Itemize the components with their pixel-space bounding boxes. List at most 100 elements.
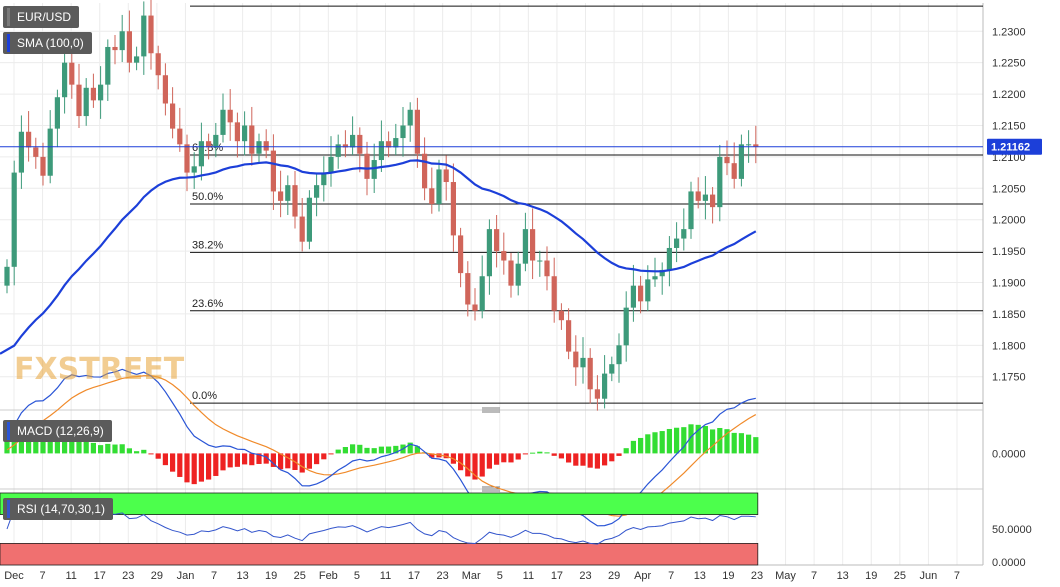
candle-bearish xyxy=(558,310,564,321)
x-tick-label: Jun xyxy=(920,570,938,582)
x-tick-label: 7 xyxy=(954,570,960,582)
candle-bearish xyxy=(753,144,759,147)
macd-histogram-bar xyxy=(234,453,240,467)
x-tick-label: 29 xyxy=(151,570,163,582)
macd-histogram-bar xyxy=(90,442,96,454)
x-tick-label: Jan xyxy=(177,570,195,582)
candle-bearish xyxy=(472,304,478,311)
macd-histogram-bar xyxy=(630,440,636,454)
y-tick-label: 1.2100 xyxy=(992,152,1026,164)
macd-histogram-bar xyxy=(54,431,60,454)
candle-bearish xyxy=(112,46,118,51)
x-tick-label: Mar xyxy=(462,570,481,582)
candle-bearish xyxy=(465,273,471,305)
macd-histogram-bar xyxy=(40,433,46,454)
candle-bearish xyxy=(249,125,255,154)
macd-histogram-bar xyxy=(155,453,161,459)
x-tick-label: 19 xyxy=(265,570,277,582)
symbol-tag[interactable]: EUR/USD xyxy=(3,6,80,28)
macd-histogram-bar xyxy=(191,453,197,485)
candle-bearish xyxy=(184,144,190,173)
candle-bearish xyxy=(126,31,132,63)
macd-histogram-bar xyxy=(566,453,572,463)
candle-bullish xyxy=(436,169,442,204)
candle-bullish xyxy=(652,276,658,280)
candle-bearish xyxy=(33,147,39,157)
macd-zero-label: 0.0000 xyxy=(992,448,1026,460)
candle-bullish xyxy=(11,172,17,267)
x-tick-label: 13 xyxy=(694,570,706,582)
candle-bearish xyxy=(551,276,557,311)
macd-panel xyxy=(0,415,983,487)
rsi-oversold-zone xyxy=(0,543,759,566)
macd-histogram-bar xyxy=(494,453,500,465)
candle-bearish xyxy=(177,128,183,145)
macd-histogram-bar xyxy=(522,453,528,455)
candle-bearish xyxy=(357,134,363,154)
candle-bullish xyxy=(393,138,399,148)
candle-bearish xyxy=(638,285,644,302)
macd-histogram-bar xyxy=(342,447,348,454)
candle-bearish xyxy=(234,122,240,142)
candle-bearish xyxy=(292,185,298,217)
macd-histogram-bar xyxy=(652,432,658,454)
x-tick-label: 11 xyxy=(65,570,76,582)
candle-bearish xyxy=(429,188,435,204)
macd-histogram-bar xyxy=(458,453,464,471)
x-tick-label: 19 xyxy=(722,570,734,582)
candle-bearish xyxy=(724,156,730,164)
candle-bullish xyxy=(242,125,248,142)
candle-bearish xyxy=(414,109,420,154)
macd-indicator-tag[interactable]: MACD (12,26,9) xyxy=(3,420,112,442)
macd-histogram-bar xyxy=(393,445,399,454)
rsi-swatch xyxy=(7,500,10,518)
macd-histogram-bar xyxy=(616,453,622,456)
y-tick-label: 1.1750 xyxy=(992,372,1026,384)
candle-bullish xyxy=(105,46,111,85)
y-tick-label: 1.1800 xyxy=(992,340,1026,352)
y-tick-label: 1.2300 xyxy=(992,26,1026,38)
macd-histogram-bar xyxy=(263,453,269,464)
candle-bearish xyxy=(206,141,212,148)
candle-bullish xyxy=(4,266,10,286)
macd-histogram-bar xyxy=(83,438,89,454)
y-tick-label: 1.2200 xyxy=(992,89,1026,101)
y-tick-label: 1.2150 xyxy=(992,120,1026,132)
x-tick-label: 5 xyxy=(354,570,360,582)
candle-bearish xyxy=(263,141,269,151)
candle-bullish xyxy=(220,109,226,135)
y-tick-label: 1.1900 xyxy=(992,278,1026,290)
last-price-badge xyxy=(987,138,1042,155)
macd-histogram-bar xyxy=(335,449,341,454)
candle-bullish xyxy=(198,141,204,167)
candle-bullish xyxy=(400,125,406,139)
x-tick-label: 19 xyxy=(865,570,877,582)
candle-bearish xyxy=(458,235,464,274)
candle-bearish xyxy=(450,182,456,236)
x-tick-label: 11 xyxy=(523,570,534,582)
macd-histogram-bar xyxy=(602,453,608,466)
macd-histogram-bar xyxy=(688,424,694,454)
x-tick-label: 25 xyxy=(894,570,906,582)
macd-histogram-bar xyxy=(681,427,687,454)
candle-bullish xyxy=(702,194,708,201)
macd-histogram-bar xyxy=(350,444,356,454)
x-tick-label: 29 xyxy=(608,570,620,582)
macd-histogram-bar xyxy=(170,453,176,472)
macd-histogram-bar xyxy=(429,453,435,458)
x-tick-label: 13 xyxy=(837,570,849,582)
macd-histogram-bar xyxy=(638,437,644,454)
macd-histogram-bar xyxy=(177,453,183,477)
symbol-label: EUR/USD xyxy=(17,10,72,24)
macd-histogram-bar xyxy=(364,447,370,454)
macd-histogram-bar xyxy=(731,432,737,454)
y-tick-label: 1.2050 xyxy=(992,183,1026,195)
sma-indicator-tag[interactable]: SMA (100,0) xyxy=(3,32,92,54)
macd-histogram-bar xyxy=(141,449,147,454)
candle-bullish xyxy=(580,357,586,368)
rsi-indicator-tag[interactable]: RSI (14,70,30,1) xyxy=(3,498,114,520)
macd-histogram-bar xyxy=(695,424,701,454)
candle-bullish xyxy=(407,109,413,126)
macd-histogram-bar xyxy=(306,453,312,469)
